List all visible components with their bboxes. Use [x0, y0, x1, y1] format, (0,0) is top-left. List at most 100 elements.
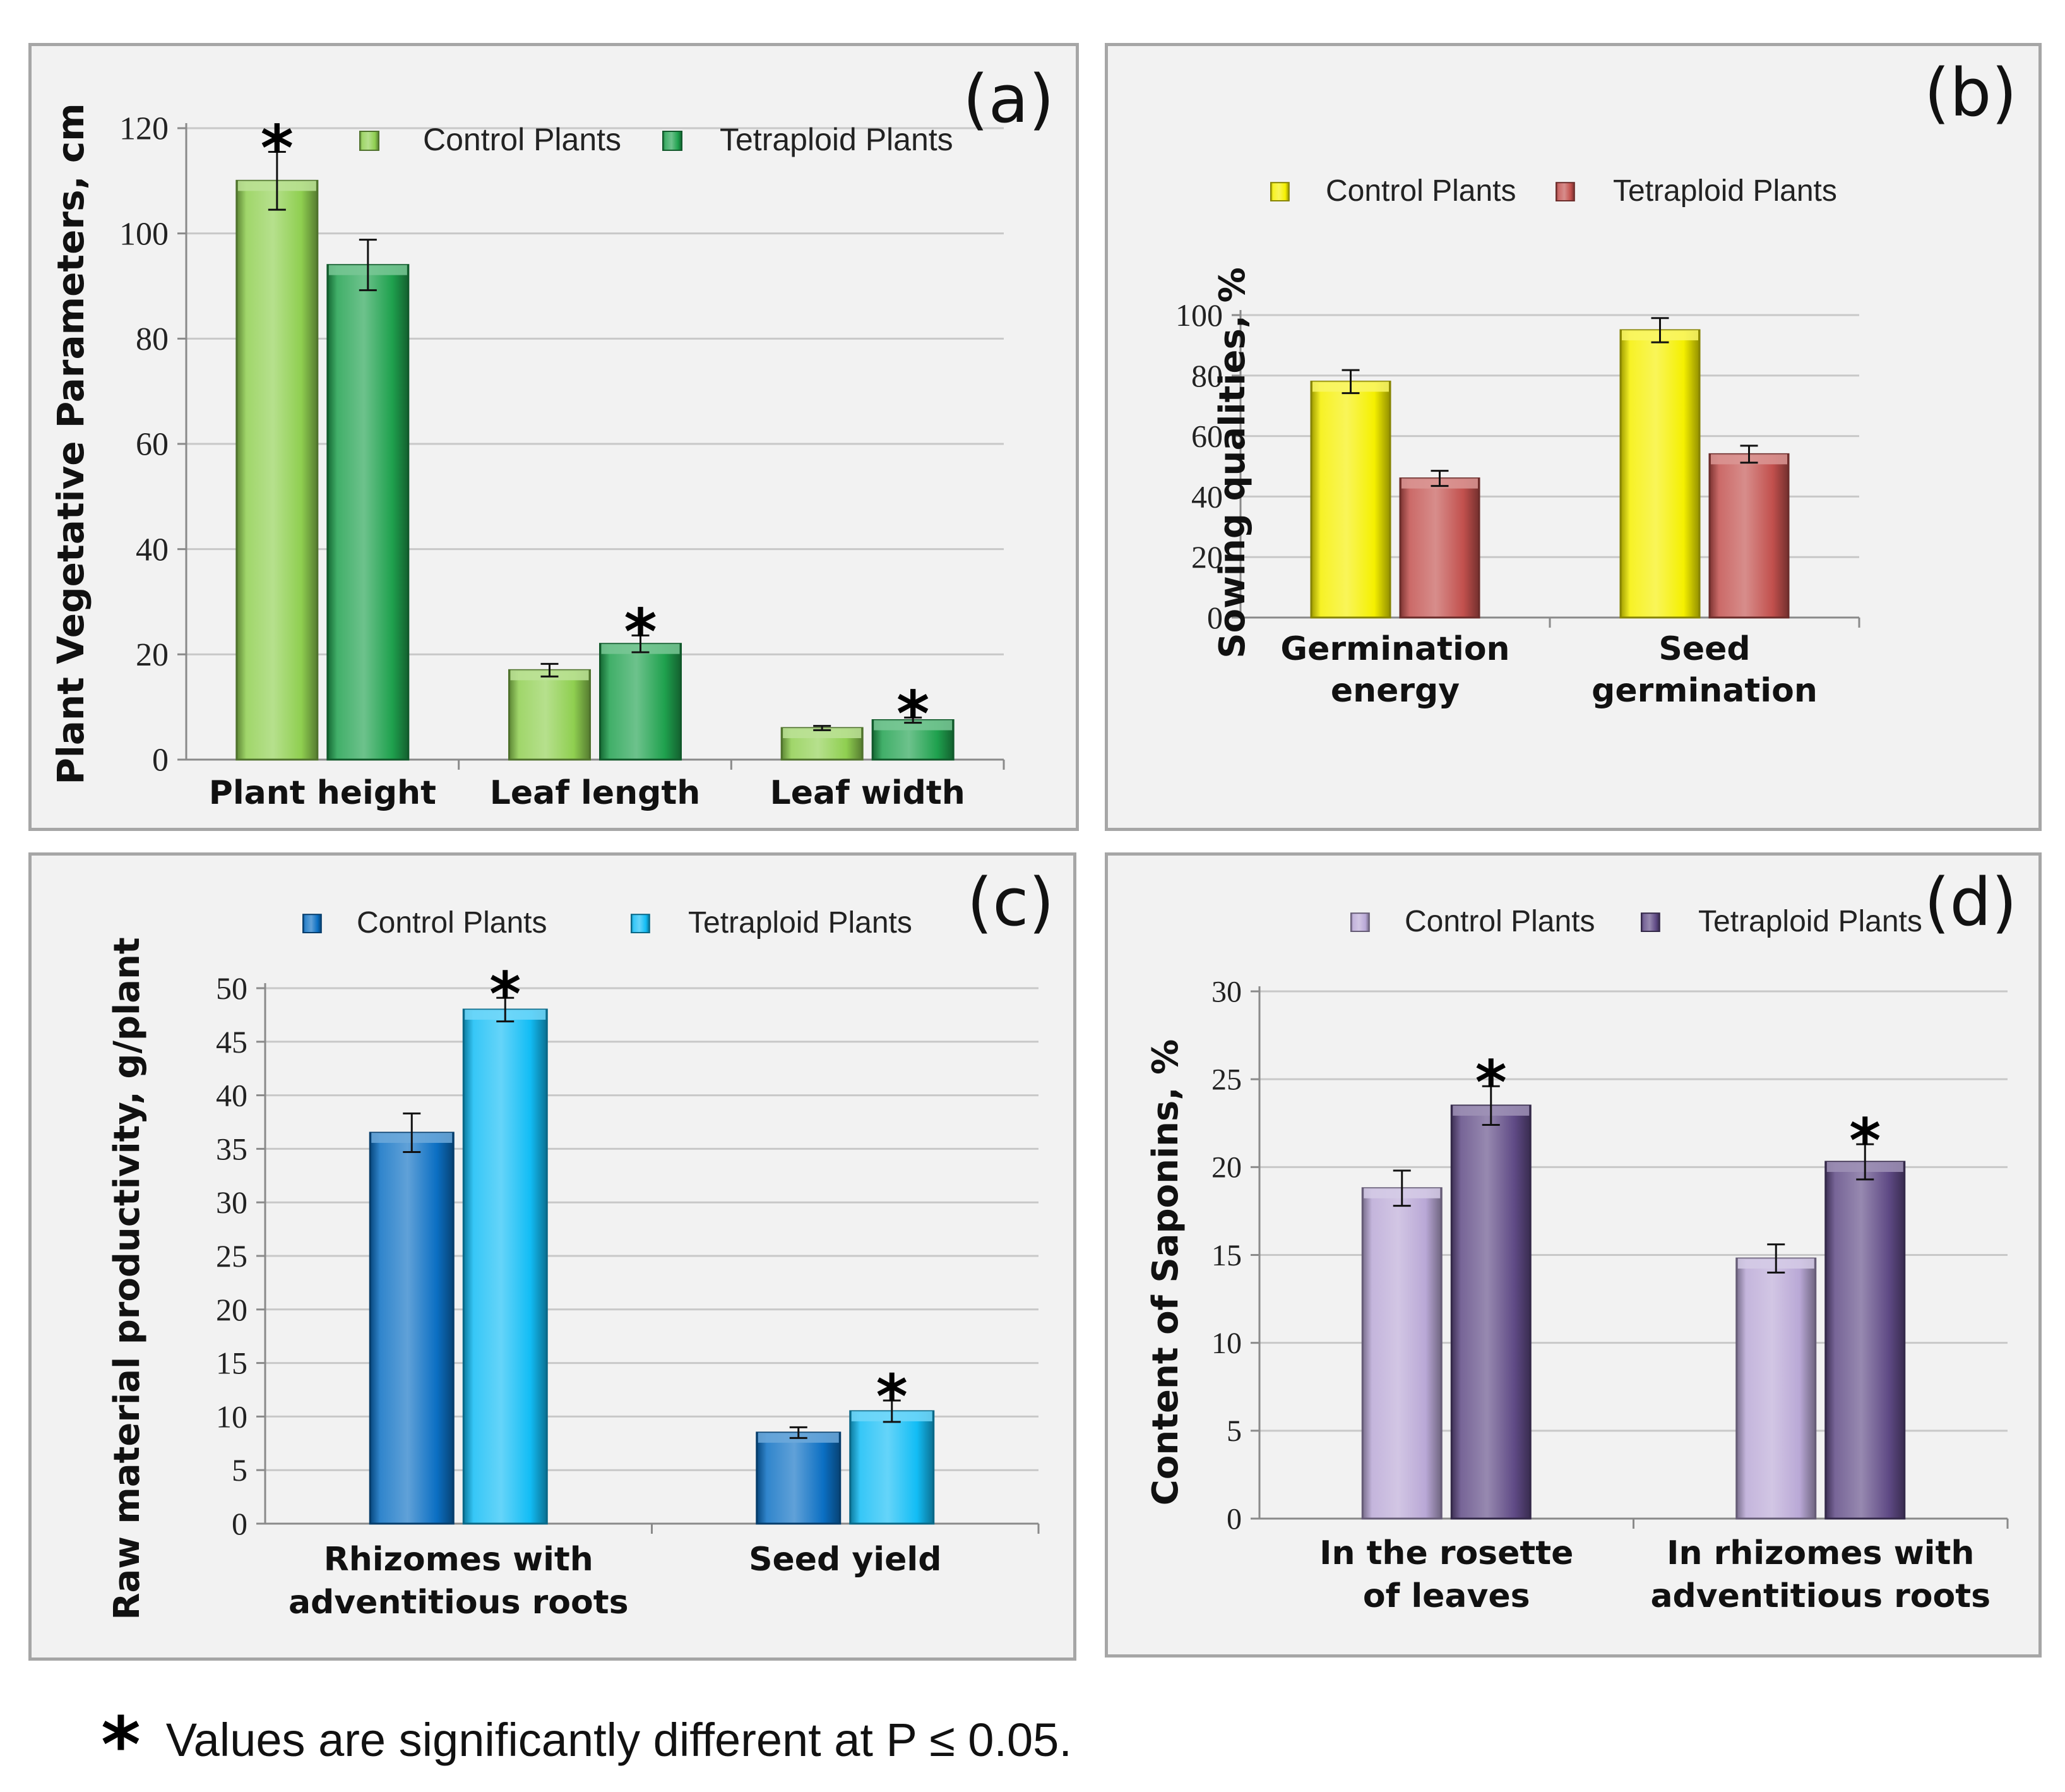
y-tick-label: 35	[216, 1131, 247, 1166]
y-tick-label: 60	[1191, 419, 1223, 454]
y-axis-title: Content of Saponins, %	[1145, 1039, 1186, 1505]
significance-asterisk: *	[1475, 1048, 1507, 1118]
chart-a-svg: 0 20 40 60 80 100 120 * * * Plant height Leaf lengt…	[49, 61, 1054, 812]
chart-panel-d: 0 5 10 15 20 25 30 * * In the rosette of leaves In …	[1105, 852, 2042, 1658]
bar	[1708, 453, 1790, 619]
y-tick-label: 0	[1207, 600, 1223, 635]
y-tick-label: 40	[216, 1078, 247, 1113]
y-tick-label: 25	[216, 1238, 247, 1274]
legend-swatch	[359, 131, 379, 151]
x-category-label: Leaf width	[770, 774, 965, 812]
y-axis-title: Raw material productivity, g/plant	[107, 937, 148, 1620]
panel-label: (d)	[1924, 864, 2017, 941]
footnote-asterisk: *	[101, 1702, 141, 1789]
legend-swatch	[1350, 912, 1370, 932]
x-category-line: Rhizomes with	[324, 1541, 593, 1579]
y-tick-label: 40	[1191, 479, 1223, 514]
bar	[1399, 477, 1480, 619]
x-category-line: germination	[1592, 672, 1818, 710]
chart-panel-b: 0 20 40 60 80 100 Germination energy Seed germina…	[1105, 43, 2042, 831]
bars	[1310, 317, 1790, 619]
y-tick-label: 15	[1211, 1239, 1242, 1272]
y-tick-label: 20	[1191, 539, 1223, 575]
bar	[1310, 380, 1391, 619]
y-tick-label: 30	[1211, 975, 1242, 1008]
x-category-line: energy	[1331, 672, 1460, 710]
legend-label: Tetraploid Plants	[688, 906, 912, 940]
legend: Control Plants Tetraploid Plants	[1350, 905, 1922, 938]
x-category-line: adventitious roots	[1650, 1577, 1991, 1615]
gridlines	[177, 127, 1004, 761]
bar	[1735, 1257, 1817, 1520]
y-tick-label: 5	[232, 1452, 247, 1488]
legend-label: Control Plants	[1326, 174, 1516, 208]
y-tick-label: 80	[136, 321, 169, 357]
significance-asterisk: *	[1849, 1106, 1881, 1176]
y-tick-labels: 0 5 10 15 20 25 30	[1211, 975, 1242, 1536]
legend-swatch	[662, 131, 682, 151]
legend-swatch	[1641, 912, 1660, 932]
legend-swatch	[1270, 182, 1290, 201]
legend-swatch	[1556, 182, 1575, 201]
x-category-line: In the rosette	[1319, 1534, 1573, 1572]
y-tick-labels: 0 20 40 60 80 100	[1175, 297, 1223, 635]
legend: Control Plants Tetraploid Plants	[302, 906, 912, 940]
footnote: * Values are significantly different at …	[101, 1705, 1072, 1784]
bars: **	[1361, 1048, 1906, 1520]
bar	[849, 1410, 935, 1525]
x-category-line: Seed yield	[749, 1541, 941, 1579]
x-category-label: Leaf length	[490, 774, 700, 812]
y-tick-label: 100	[119, 216, 169, 252]
bar	[326, 264, 410, 761]
y-tick-label: 10	[1211, 1327, 1242, 1360]
y-axis-title: Sowing qualities, %	[1212, 267, 1253, 658]
panel-label: (c)	[967, 864, 1054, 941]
legend: Control Plants Tetraploid Plants	[1270, 174, 1837, 208]
legend-swatch	[302, 914, 322, 933]
bar	[756, 1431, 842, 1525]
x-category-line: Seed	[1658, 630, 1750, 668]
legend-label: Control Plants	[357, 906, 547, 940]
bar	[599, 643, 682, 761]
footnote-text: Values are significantly different at P …	[165, 1713, 1072, 1766]
legend-label: Control Plants	[1405, 905, 1595, 938]
bar-top	[783, 728, 862, 738]
bar	[1619, 329, 1701, 619]
bar	[508, 669, 591, 761]
bar	[369, 1132, 455, 1525]
x-category-line: Plant height	[209, 774, 436, 812]
legend: Control Plants Tetraploid Plants	[359, 122, 953, 157]
x-category-line: Leaf width	[770, 774, 965, 812]
significance-asterisk: *	[261, 112, 294, 186]
y-tick-label: 80	[1191, 358, 1223, 393]
y-tick-label: 10	[216, 1399, 247, 1434]
bar	[235, 179, 319, 761]
y-tick-label: 120	[119, 111, 169, 147]
y-tick-label: 30	[216, 1185, 247, 1220]
x-category-label: Seed germination	[1592, 630, 1818, 710]
x-category-label: Rhizomes with adventitious roots	[289, 1541, 629, 1622]
chart-b-svg: 0 20 40 60 80 100 Germination energy Seed germina…	[1175, 54, 2017, 710]
chart-panel-a: 0 20 40 60 80 100 120 * * * Plant height Leaf lengt…	[28, 43, 1079, 831]
y-tick-labels: 0 5 10 15 20 25 30 35 40 45 50	[216, 971, 247, 1541]
significance-asterisk: *	[876, 1362, 908, 1433]
y-tick-label: 0	[152, 743, 169, 779]
x-category-line: In rhizomes with	[1667, 1534, 1974, 1572]
bar	[1450, 1104, 1532, 1520]
y-tick-label: 100	[1175, 297, 1223, 333]
x-category-label: Germination energy	[1280, 630, 1509, 710]
y-tick-label: 60	[136, 427, 169, 463]
legend-label: Tetraploid Plants	[1613, 174, 1837, 208]
significance-asterisk: *	[896, 677, 929, 751]
y-tick-labels: 0 20 40 60 80 100 120	[119, 111, 169, 779]
y-tick-label: 20	[136, 637, 169, 673]
y-axis-title: Plant Vegetative Parameters, cm	[49, 103, 92, 784]
legend-label: Tetraploid Plants	[720, 122, 953, 157]
x-category-line: Germination	[1280, 630, 1509, 668]
bar	[462, 1008, 548, 1525]
y-tick-label: 50	[216, 971, 247, 1006]
x-category-line: of leaves	[1363, 1577, 1530, 1615]
y-tick-label: 40	[136, 532, 169, 568]
